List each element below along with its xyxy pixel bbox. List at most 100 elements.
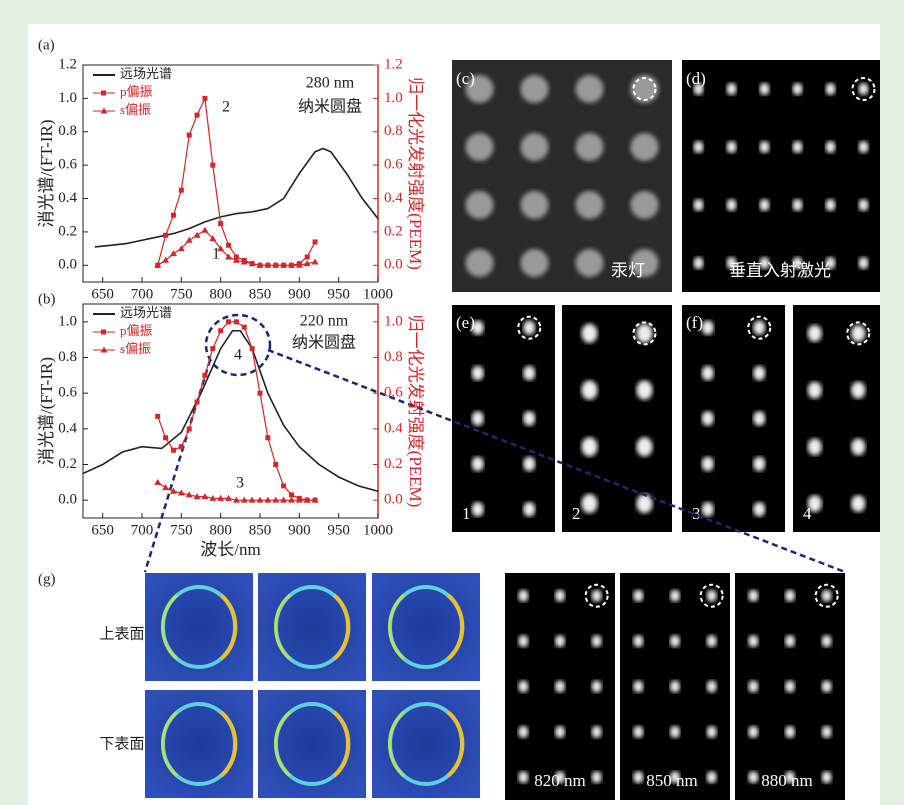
- nanodisk: [851, 382, 865, 399]
- legend-marker: [101, 91, 106, 96]
- y-tick-label: 0.6: [58, 157, 77, 173]
- legend-label: p偏振: [120, 84, 153, 99]
- legend-label: s偏振: [120, 341, 151, 356]
- nanodisk: [785, 726, 795, 738]
- x-tick-label: 750: [170, 522, 193, 538]
- nanodisk: [521, 133, 549, 161]
- nanodisk: [793, 199, 803, 211]
- y-tick-label: 1.2: [58, 56, 77, 72]
- nanodisk: [582, 324, 598, 343]
- annotation: 220 nm: [300, 313, 349, 330]
- nanodisk: [518, 681, 528, 693]
- nanodisk: [582, 437, 598, 456]
- micrograph: [793, 305, 880, 532]
- nanodisk: [592, 726, 602, 738]
- nanodisk: [592, 590, 602, 602]
- y2-tick-label: 0.6: [384, 157, 403, 173]
- panel-label: (g): [38, 571, 56, 587]
- marker: [218, 328, 223, 333]
- x-tick-label: 950: [327, 522, 350, 538]
- row-label: 下表面: [99, 735, 144, 752]
- nanodisk: [727, 141, 737, 153]
- nanodisk: [707, 771, 717, 783]
- y2-axis-label: 归一化光发射强度(PEEM): [406, 77, 425, 270]
- panel-label: (b): [38, 291, 56, 307]
- nanodisk: [760, 141, 770, 153]
- x-tick-label: 850: [249, 522, 272, 538]
- nanodisk: [702, 321, 714, 335]
- x-tick-label: 700: [131, 522, 154, 538]
- y2-tick-label: 1.0: [384, 313, 403, 329]
- nanodisk: [748, 681, 758, 693]
- marker: [305, 254, 310, 259]
- image-caption: 1: [462, 504, 471, 523]
- marker: [226, 243, 231, 248]
- x-tick-label: 900: [288, 286, 311, 302]
- nanodisk: [851, 438, 865, 455]
- nanodisk: [582, 494, 598, 513]
- panel-label: (f): [686, 313, 703, 332]
- nanodisk: [576, 133, 604, 161]
- marker: [202, 96, 207, 101]
- marker: [187, 426, 192, 431]
- nanodisk: [822, 771, 832, 783]
- y-tick-label: 0.8: [58, 349, 77, 365]
- nanodisk: [822, 635, 832, 647]
- panel-label: (e): [456, 313, 475, 332]
- annotation: 纳米圆盘: [298, 97, 362, 116]
- nanodisk: [518, 771, 528, 783]
- nanodisk: [707, 590, 717, 602]
- marker: [163, 233, 168, 238]
- nanodisk: [633, 771, 643, 783]
- nanodisk: [523, 457, 535, 471]
- marker: [250, 346, 255, 351]
- nanodisk: [637, 494, 653, 513]
- x-tick-label: 950: [327, 286, 350, 302]
- nanodisk: [785, 590, 795, 602]
- nanodisk: [808, 325, 822, 342]
- nanodisk: [633, 681, 643, 693]
- annotation: 1: [212, 246, 220, 263]
- nanodisk: [793, 141, 803, 153]
- nanodisk: [826, 199, 836, 211]
- nanodisk: [555, 635, 565, 647]
- x-tick-label: 700: [131, 286, 154, 302]
- nanodisk: [859, 83, 869, 95]
- row-label: 上表面: [99, 625, 144, 642]
- nanodisk: [670, 590, 680, 602]
- y-tick-label: 0.2: [58, 456, 77, 472]
- nanodisk: [466, 191, 494, 219]
- annotation: 3: [236, 475, 244, 492]
- nanodisk: [826, 83, 836, 95]
- marker: [179, 444, 184, 449]
- panel-label: (d): [686, 69, 706, 88]
- marker: [195, 113, 200, 118]
- y-axis-label: 消光谱/(FT-IR): [37, 357, 56, 465]
- legend-label: p偏振: [120, 323, 153, 338]
- nanodisk: [707, 726, 717, 738]
- marker: [202, 373, 207, 378]
- nanodisk: [727, 83, 737, 95]
- page: {"chart_data": [ {"type": "line", "panel…: [0, 0, 904, 805]
- y2-tick-label: 1.2: [384, 56, 403, 72]
- image-caption: 820 nm: [534, 771, 585, 790]
- marker: [234, 319, 239, 324]
- nanodisk: [702, 366, 714, 380]
- marker: [171, 213, 176, 218]
- marker: [313, 239, 318, 244]
- micrograph: [452, 305, 555, 532]
- nanodisk: [472, 502, 484, 516]
- nanodisk: [859, 257, 869, 269]
- micrograph: [682, 305, 785, 532]
- nanodisk: [592, 681, 602, 693]
- y2-tick-label: 0.2: [384, 456, 403, 472]
- y2-tick-label: 0.8: [384, 123, 403, 139]
- panel-label: (a): [38, 37, 55, 53]
- nanodisk: [518, 726, 528, 738]
- nanodisk: [851, 495, 865, 512]
- nanodisk: [753, 321, 765, 335]
- nanodisk: [633, 726, 643, 738]
- nanodisk: [753, 411, 765, 425]
- x-tick-label: 650: [91, 522, 114, 538]
- marker: [242, 325, 247, 330]
